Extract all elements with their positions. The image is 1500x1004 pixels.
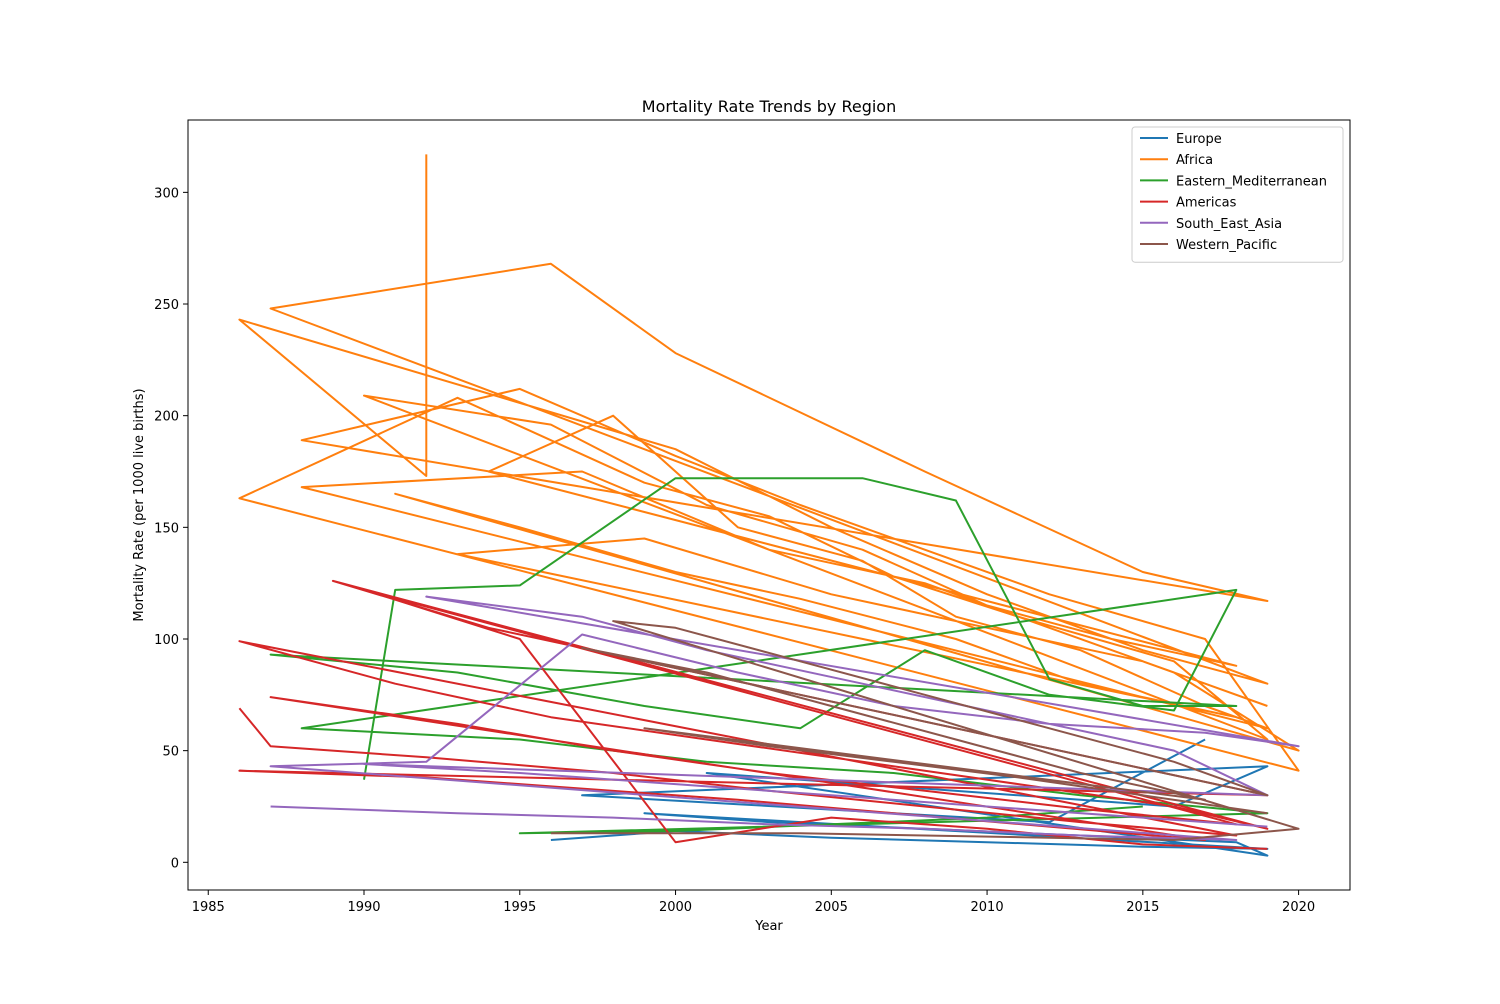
y-tick-label: 50 [162, 745, 179, 760]
series-line-south-east-asia [269, 595, 1300, 841]
x-axis-ticks: 1985 1990 1995 2000 2005 2010 2015 2020 [192, 890, 1315, 915]
x-tick-label: 1985 [192, 900, 225, 915]
legend: Europe Africa Eastern_Mediterranean America… [1131, 126, 1344, 263]
y-tick-label: 250 [154, 298, 179, 313]
x-tick-label: 2005 [815, 900, 848, 915]
y-tick-label: 300 [154, 186, 179, 201]
y-axis-ticks: 0 50 100 150 200 250 300 [154, 186, 188, 871]
series-line-africa [238, 154, 1300, 772]
legend-label: Americas [1176, 196, 1237, 211]
legend-label: Western_Pacific [1176, 238, 1277, 253]
x-tick-label: 2010 [971, 900, 1004, 915]
chart-title: Mortality Rate Trends by Region [642, 97, 896, 116]
legend-box [1131, 126, 1344, 263]
y-tick-label: 0 [171, 856, 179, 871]
y-tick-label: 200 [154, 410, 179, 425]
legend-label: Africa [1176, 153, 1213, 168]
legend-label: Eastern_Mediterranean [1176, 174, 1327, 189]
x-tick-label: 2020 [1282, 900, 1315, 915]
legend-label: South_East_Asia [1176, 217, 1282, 232]
legend-label: Europe [1176, 132, 1222, 147]
x-tick-label: 1990 [347, 900, 380, 915]
axes-frame [187, 119, 1351, 891]
y-axis-label: Mortality Rate (per 1000 live births) [132, 388, 147, 621]
x-axis-label: Year [754, 919, 783, 934]
x-tick-label: 2000 [659, 900, 692, 915]
plot-lines [238, 154, 1300, 857]
series-line-western-pacific [550, 620, 1300, 841]
y-tick-label: 100 [154, 633, 179, 648]
x-tick-label: 2015 [1126, 900, 1159, 915]
y-tick-label: 150 [154, 521, 179, 536]
x-tick-label: 1995 [503, 900, 536, 915]
series-line-eastern-mediterranean [269, 477, 1269, 835]
